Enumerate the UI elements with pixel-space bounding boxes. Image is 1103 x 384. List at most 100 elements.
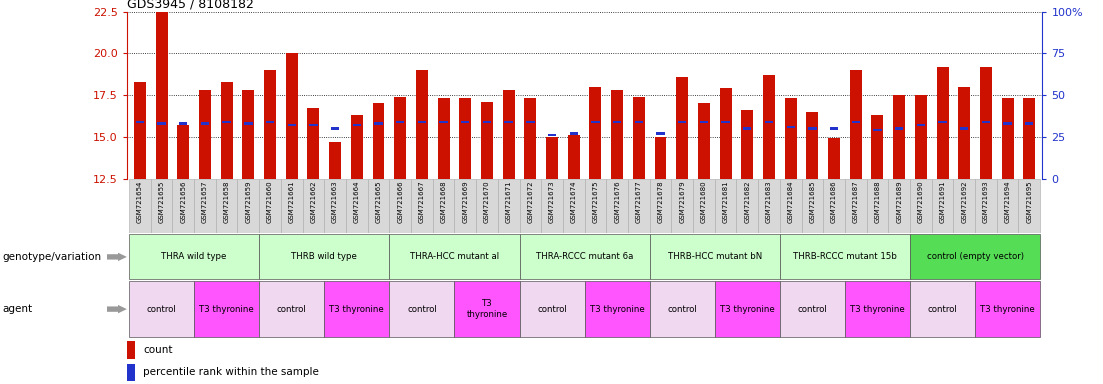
Bar (411, 179, 432, 233)
Bar (936, 67, 949, 179)
Text: T3
thyronine: T3 thyronine (467, 300, 507, 319)
Text: GSM721680: GSM721680 (700, 181, 707, 223)
Bar (481, 102, 493, 179)
Bar (715, 179, 737, 233)
Text: control (empty vector): control (empty vector) (927, 252, 1024, 262)
Bar (758, 179, 780, 233)
Text: THRB wild type: THRB wild type (291, 252, 357, 262)
Text: GSM721687: GSM721687 (853, 181, 859, 223)
Bar (396, 121, 405, 123)
Bar (309, 124, 318, 126)
Bar (628, 179, 650, 233)
Text: GSM721690: GSM721690 (918, 181, 924, 223)
Bar (331, 127, 340, 130)
Bar (394, 97, 406, 179)
Bar (129, 281, 194, 337)
Text: agent: agent (2, 304, 32, 314)
Text: GSM721654: GSM721654 (137, 181, 143, 223)
Text: control: control (407, 305, 437, 314)
Bar (613, 121, 621, 123)
Bar (917, 124, 925, 126)
Bar (548, 134, 556, 136)
Bar (520, 234, 650, 280)
Bar (308, 108, 320, 179)
Bar (568, 135, 580, 179)
Text: percentile rank within the sample: percentile rank within the sample (143, 367, 319, 377)
Bar (806, 112, 818, 179)
Text: count: count (143, 345, 173, 355)
Text: THRB-HCC mutant bN: THRB-HCC mutant bN (667, 252, 762, 262)
Bar (432, 179, 454, 233)
Text: T3 thyronine: T3 thyronine (850, 305, 904, 314)
Text: GSM721671: GSM721671 (505, 181, 512, 223)
Text: GSM721655: GSM721655 (159, 181, 164, 223)
Text: GSM721686: GSM721686 (831, 181, 837, 223)
Bar (129, 179, 151, 233)
Text: T3 thyronine: T3 thyronine (200, 305, 254, 314)
Bar (953, 179, 975, 233)
Bar (243, 90, 255, 179)
Bar (650, 179, 672, 233)
Bar (672, 179, 693, 233)
Text: GSM721688: GSM721688 (875, 181, 880, 223)
Bar (982, 121, 990, 123)
Bar (133, 82, 146, 179)
Bar (199, 90, 211, 179)
Bar (910, 234, 1040, 280)
Bar (439, 121, 448, 123)
Bar (136, 121, 144, 123)
Bar (179, 122, 188, 124)
Text: GSM721692: GSM721692 (961, 181, 967, 223)
Bar (829, 127, 838, 130)
Text: GSM721677: GSM721677 (635, 181, 642, 223)
Text: control: control (277, 305, 307, 314)
Bar (975, 179, 997, 233)
Bar (676, 77, 688, 179)
Text: GSM721673: GSM721673 (549, 181, 555, 223)
Text: GSM721658: GSM721658 (224, 181, 229, 223)
Text: control: control (797, 305, 827, 314)
Bar (259, 179, 281, 233)
Bar (178, 125, 190, 179)
Bar (324, 179, 346, 233)
Bar (780, 179, 802, 233)
Bar (634, 121, 643, 123)
Text: GSM721668: GSM721668 (440, 181, 447, 223)
Bar (497, 179, 520, 233)
Bar (389, 179, 411, 233)
Text: genotype/variation: genotype/variation (2, 252, 101, 262)
Bar (780, 281, 845, 337)
Text: GSM721660: GSM721660 (267, 181, 274, 223)
Text: GSM721676: GSM721676 (614, 181, 620, 223)
Bar (1002, 98, 1014, 179)
Text: control: control (537, 305, 567, 314)
Bar (808, 127, 816, 130)
Bar (302, 179, 324, 233)
Bar (172, 179, 194, 233)
Bar (194, 281, 259, 337)
Bar (151, 179, 172, 233)
Text: GSM721670: GSM721670 (484, 181, 490, 223)
Bar (461, 121, 470, 123)
Bar (959, 87, 971, 179)
Bar (329, 142, 341, 179)
Bar (526, 121, 535, 123)
Bar (611, 90, 623, 179)
Text: GSM721665: GSM721665 (375, 181, 382, 223)
Bar (520, 281, 585, 337)
Bar (351, 115, 363, 179)
Bar (633, 97, 645, 179)
Bar (1004, 122, 1011, 124)
Bar (281, 179, 302, 233)
Bar (454, 281, 520, 337)
Bar (127, 341, 136, 359)
Bar (223, 121, 231, 123)
Bar (997, 179, 1018, 233)
Bar (346, 179, 367, 233)
Bar (650, 281, 715, 337)
Bar (324, 281, 389, 337)
Bar (244, 122, 253, 124)
Bar (845, 179, 867, 233)
Bar (960, 127, 968, 130)
Text: GSM721669: GSM721669 (462, 181, 469, 223)
